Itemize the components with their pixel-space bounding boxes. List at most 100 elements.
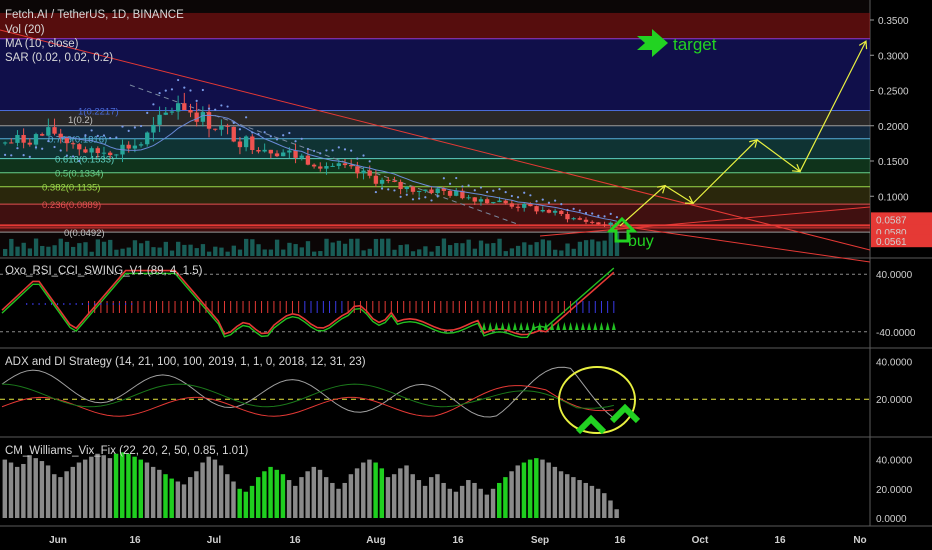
volume-bar bbox=[590, 239, 595, 256]
candle-body bbox=[583, 219, 589, 222]
sar-dot bbox=[430, 199, 433, 202]
date-label: 16 bbox=[289, 535, 301, 546]
volume-bar bbox=[417, 249, 422, 256]
vix-bar bbox=[200, 462, 205, 518]
vix-bar bbox=[243, 491, 249, 518]
vix-bar bbox=[478, 488, 483, 518]
adx-tick-label: 20.0000 bbox=[876, 395, 913, 406]
sar-dot bbox=[418, 197, 421, 200]
vix-bar bbox=[175, 481, 181, 518]
vix-bar bbox=[8, 462, 14, 518]
sar-dots bbox=[3, 78, 619, 219]
candle-body bbox=[46, 127, 51, 136]
candle-body bbox=[460, 190, 465, 199]
candle-body bbox=[528, 203, 533, 207]
price-axis[interactable]: 0.3500 0.3000 0.2500 0.2000 0.1500 0.1000 0.05… bbox=[870, 16, 932, 525]
projection-arrowhead bbox=[791, 163, 801, 173]
vix-bar bbox=[515, 465, 520, 518]
target-arrow-icon[interactable] bbox=[637, 29, 668, 57]
sar-dot bbox=[139, 124, 143, 128]
date-label: 16 bbox=[452, 535, 464, 546]
vix-bar bbox=[453, 491, 459, 518]
sar-dot bbox=[189, 89, 192, 92]
sar-dot bbox=[399, 195, 402, 198]
sar-dot bbox=[455, 176, 458, 180]
volume-bar bbox=[540, 239, 545, 256]
fib-label: 0.618(0.1533) bbox=[55, 155, 114, 166]
volume-bar bbox=[250, 239, 255, 256]
vix-bar bbox=[64, 471, 69, 518]
vix-bar bbox=[323, 477, 329, 518]
candle-body bbox=[262, 149, 267, 152]
vix-bar bbox=[317, 469, 323, 518]
vix-bar bbox=[503, 477, 508, 518]
sar-dot bbox=[47, 139, 50, 143]
volume-bar bbox=[485, 243, 490, 256]
vix-bar bbox=[58, 477, 63, 518]
trend-lines[interactable] bbox=[0, 29, 871, 263]
projection-arrowhead bbox=[858, 40, 868, 50]
vix-tick-label: 20.0000 bbox=[876, 485, 913, 496]
volume-bar bbox=[163, 241, 169, 256]
candle-body bbox=[163, 112, 168, 115]
sar-dot bbox=[146, 111, 149, 114]
adx-line bbox=[1, 366, 615, 419]
channel-line bbox=[619, 225, 871, 263]
volume-bar bbox=[120, 248, 125, 256]
sar-dot bbox=[251, 131, 254, 134]
volume-bar bbox=[89, 251, 94, 256]
sar-dot bbox=[65, 154, 68, 157]
vix-bar bbox=[39, 461, 45, 518]
volume-bar bbox=[466, 239, 471, 256]
vix-bar bbox=[132, 456, 137, 518]
volume-bar bbox=[342, 243, 348, 256]
candle-body bbox=[559, 210, 564, 215]
vix-bar bbox=[101, 455, 106, 518]
sar-dot bbox=[158, 91, 161, 95]
adx-pane bbox=[0, 366, 870, 435]
volume-bar bbox=[423, 246, 428, 256]
sar-dot bbox=[53, 145, 56, 149]
vix-bar bbox=[120, 452, 125, 518]
candle-body bbox=[175, 103, 181, 112]
projection-arrowhead bbox=[684, 195, 694, 204]
oxo-triangle bbox=[611, 322, 616, 330]
sar-dot bbox=[554, 199, 557, 202]
sar-dot bbox=[177, 78, 180, 82]
candle-body bbox=[330, 165, 335, 167]
vix-bar bbox=[157, 469, 162, 518]
fib-label: 0.382(0.1135) bbox=[42, 183, 100, 194]
candle-body bbox=[299, 155, 304, 158]
sar-dot bbox=[238, 128, 242, 131]
sar-dot bbox=[492, 189, 495, 192]
vix-bar bbox=[150, 466, 156, 518]
volume-bar bbox=[386, 238, 391, 256]
candle-body bbox=[534, 206, 539, 212]
vix-bar bbox=[497, 482, 502, 518]
candle-body bbox=[324, 166, 329, 169]
volume-bar bbox=[40, 245, 45, 256]
sar-dot bbox=[275, 138, 279, 141]
candle-body bbox=[27, 142, 32, 145]
candle-body bbox=[95, 148, 100, 154]
vix-bar bbox=[218, 465, 224, 518]
sar-dot bbox=[102, 134, 106, 137]
volume-bar bbox=[503, 251, 508, 256]
candle-body bbox=[318, 166, 323, 169]
projection-arrowhead bbox=[657, 184, 666, 194]
date-axis[interactable]: Jun 16 Jul 16 Aug 16 Sep 16 Oct 16 No bbox=[49, 535, 867, 546]
candle-body bbox=[287, 150, 292, 153]
oxo-red-line bbox=[1, 269, 615, 336]
sar-dot bbox=[312, 149, 316, 153]
projection-path[interactable] bbox=[619, 40, 868, 227]
vix-bar bbox=[379, 468, 385, 518]
oxo-triangle bbox=[593, 322, 598, 330]
fibonacci-retracement[interactable]: 1(0.2217)1(0.2) 0.786(0.1816) 0.618(0.1533… bbox=[0, 12, 870, 239]
vix-bar bbox=[336, 488, 341, 518]
oxo-triangle bbox=[537, 322, 542, 330]
candle-body bbox=[478, 199, 484, 202]
buy-arrow-icon[interactable] bbox=[606, 216, 638, 243]
candle-body bbox=[367, 170, 372, 176]
volume-bar bbox=[27, 248, 33, 256]
